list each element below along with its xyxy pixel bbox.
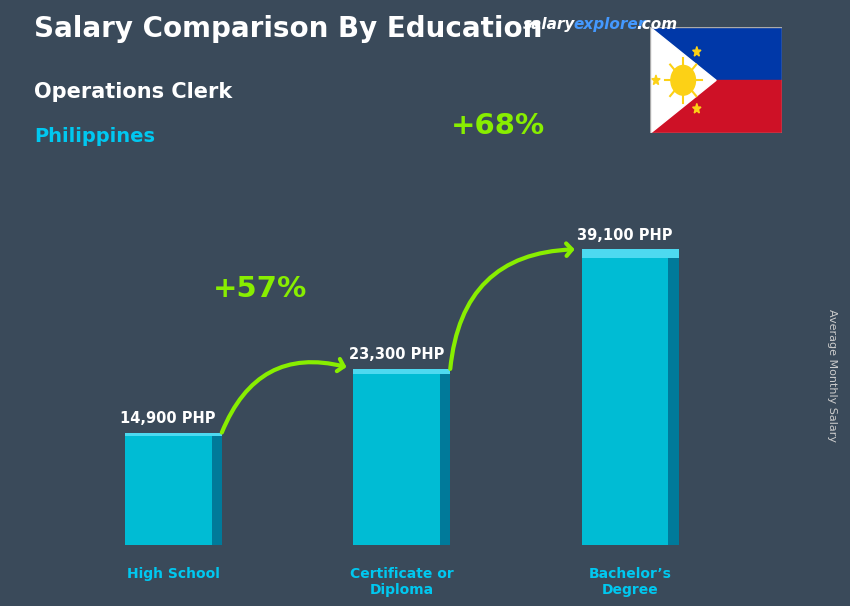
Text: +57%: +57% [213,275,307,303]
Polygon shape [650,27,716,133]
Bar [125,433,212,545]
Text: salary: salary [523,17,575,32]
Bar [354,369,440,545]
Text: 39,100 PHP: 39,100 PHP [577,228,672,242]
Bar [125,433,222,436]
Circle shape [671,65,695,95]
Text: .com: .com [637,17,677,32]
Text: explorer: explorer [574,17,646,32]
Polygon shape [693,104,701,113]
Bar [650,80,782,133]
Text: 23,300 PHP: 23,300 PHP [348,347,444,362]
Bar [668,258,678,545]
Bar [440,374,450,545]
Text: Philippines: Philippines [34,127,155,146]
Text: Bachelor’s
Degree: Bachelor’s Degree [589,567,672,598]
Bar [581,249,678,258]
Text: Salary Comparison By Education: Salary Comparison By Education [34,15,542,43]
Bar [581,249,668,545]
Bar [354,369,450,374]
Bar [212,436,222,545]
Text: Average Monthly Salary: Average Monthly Salary [827,309,837,442]
Text: Certificate or
Diploma: Certificate or Diploma [350,567,454,598]
Text: 14,900 PHP: 14,900 PHP [120,411,216,426]
Bar [650,27,782,80]
Text: +68%: +68% [450,112,545,140]
Text: High School: High School [127,567,219,581]
Polygon shape [652,75,660,85]
Polygon shape [693,47,701,56]
Text: Operations Clerk: Operations Clerk [34,82,232,102]
